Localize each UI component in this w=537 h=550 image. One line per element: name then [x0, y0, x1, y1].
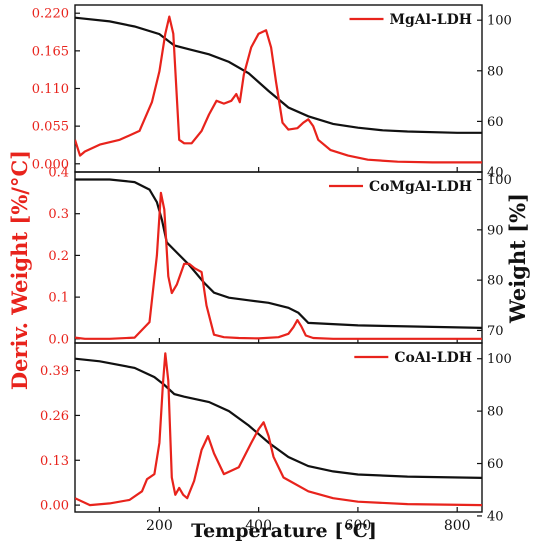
y-right-tick-label: 100 [487, 14, 512, 29]
x-axis-label: Temperature [°C] [191, 520, 377, 542]
y-axis-label-left: Deriv. Weight [%/°C] [7, 150, 32, 390]
weight-series-line [75, 16, 482, 134]
y-right-tick-label: 100 [487, 352, 512, 367]
y-right-tick-label: 80 [487, 64, 504, 79]
weight-series-line [75, 357, 482, 479]
panel-frame [74, 4, 483, 173]
panel-comgal-ldh: 0.0 0.1 0.2 0.3 0.4 70 80 90 100 CoMgAl-LDH [48, 166, 512, 348]
x-tick-label: 600 [345, 518, 372, 534]
y-left-tick-label: 0.000 [32, 157, 69, 172]
y-left-tick-label: 0.00 [40, 499, 69, 514]
y-left-tick-label: 0.3 [48, 207, 69, 222]
panel-frame [74, 342, 483, 513]
panel-frame [74, 171, 483, 344]
weight-series-line [75, 178, 482, 329]
y-right-tick-label: 80 [487, 274, 504, 289]
panel-coal-ldh: 0.00 0.13 0.26 0.39 40 60 80 100 200 400 600 800 CoA… [40, 342, 512, 534]
y-left-tick-label: 0.26 [40, 409, 69, 424]
x-tick-label: 200 [146, 518, 173, 534]
y-right-tick-label: 60 [487, 115, 504, 130]
y-left-tick-label: 0.39 [40, 364, 69, 379]
y-axis-label-right: Weight [%] [505, 193, 530, 324]
y-right-tick-label: 60 [487, 457, 504, 472]
y-left-tick-label: 0.0 [48, 332, 69, 347]
y-left-tick-label: 0.2 [48, 249, 69, 264]
deriv-series-line [75, 15, 482, 164]
deriv-series-line [75, 352, 482, 507]
y-left-tick-label: 0.220 [32, 7, 69, 22]
y-right-tick-label: 100 [487, 173, 512, 188]
y-left-tick-label: 0.4 [48, 166, 69, 181]
y-left-tick-label: 0.165 [32, 44, 69, 59]
y-left-tick-label: 0.13 [40, 454, 69, 469]
deriv-series-line [75, 191, 482, 340]
y-left-tick-label: 0.055 [32, 120, 69, 135]
y-left-tick-label: 0.1 [48, 291, 69, 306]
y-right-tick-label: 40 [487, 166, 504, 181]
legend-label: CoMgAl-LDH [369, 179, 472, 195]
y-right-tick-label: 80 [487, 405, 504, 420]
x-tick-label: 800 [444, 518, 471, 534]
y-left-tick-label: 0.110 [32, 82, 69, 97]
y-right-tick-label: 40 [487, 509, 504, 524]
legend-label: MgAl-LDH [390, 12, 473, 28]
y-right-tick-label: 90 [487, 223, 504, 238]
x-tick-label: 400 [245, 518, 272, 534]
y-right-tick-label: 70 [487, 324, 504, 339]
legend-label: CoAl-LDH [394, 350, 472, 366]
panel-mgal-ldh: 0.000 0.055 0.110 0.165 0.220 40 60 80 100 MgAl-L… [32, 4, 512, 181]
